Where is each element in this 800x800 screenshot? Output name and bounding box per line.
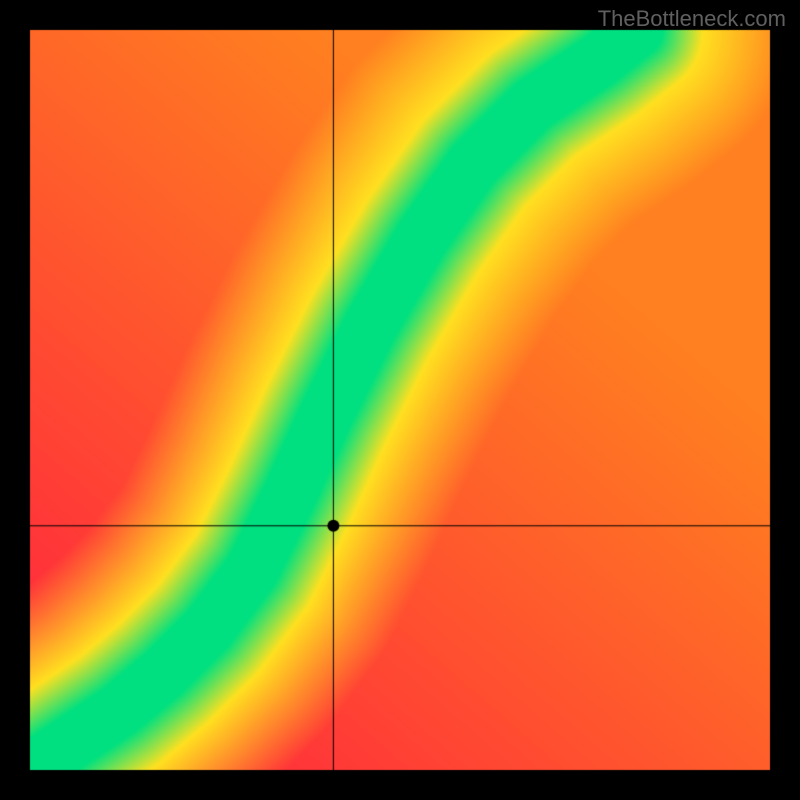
chart-container: TheBottleneck.com	[0, 0, 800, 800]
heatmap-canvas	[0, 0, 800, 800]
watermark-text: TheBottleneck.com	[598, 6, 786, 32]
